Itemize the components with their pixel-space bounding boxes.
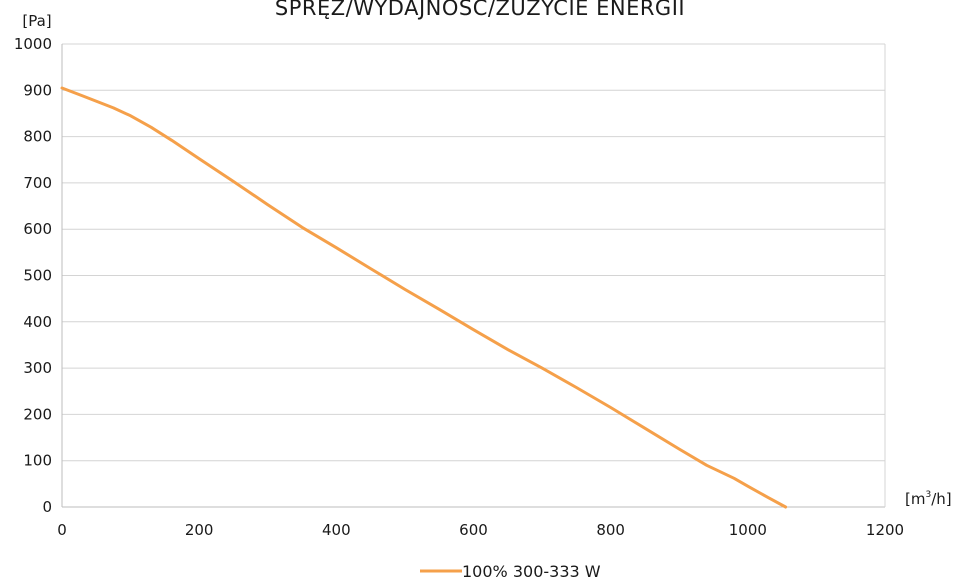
x-tick-200: 200	[185, 521, 214, 539]
x-tick-800: 800	[596, 521, 625, 539]
x-tick-labels: 0 200 400 600 800 1000 1200	[57, 521, 904, 539]
x-tick-400: 400	[322, 521, 351, 539]
x-axis-unit-label: [m3/h]	[905, 490, 952, 508]
y-tick-300: 300	[23, 359, 52, 377]
y-tick-200: 200	[23, 405, 52, 423]
x-tick-1000: 1000	[729, 521, 767, 539]
y-tick-800: 800	[23, 128, 52, 146]
x-tick-0: 0	[57, 521, 67, 539]
series-line-0	[60, 86, 788, 509]
y-tick-900: 900	[23, 81, 52, 99]
x-tick-600: 600	[459, 521, 488, 539]
y-tick-600: 600	[23, 220, 52, 238]
y-axis-unit-label: [Pa]	[22, 12, 51, 30]
x-unit-superscript: 3	[925, 490, 931, 500]
legend-label: 100% 300-333 W	[462, 562, 601, 580]
legend: 100% 300-333 W	[420, 562, 601, 580]
y-tick-700: 700	[23, 174, 52, 192]
x-unit-tail: /h]	[931, 490, 951, 508]
y-tick-500: 500	[23, 267, 52, 285]
y-tick-400: 400	[23, 313, 52, 331]
series-group	[60, 86, 788, 509]
y-tick-1000: 1000	[14, 35, 52, 53]
x-tick-1200: 1200	[866, 521, 904, 539]
gridlines	[61, 43, 886, 508]
y-tick-0: 0	[42, 498, 52, 516]
y-tick-100: 100	[23, 452, 52, 470]
y-tick-labels: 0 100 200 300 400 500 600 700 800 900 1000	[14, 35, 52, 516]
x-unit-base: [m	[905, 490, 925, 508]
chart-title: SPRĘŻ/WYDAJNOŚĆ/ZUŻYCIE ENERGII	[275, 0, 685, 20]
